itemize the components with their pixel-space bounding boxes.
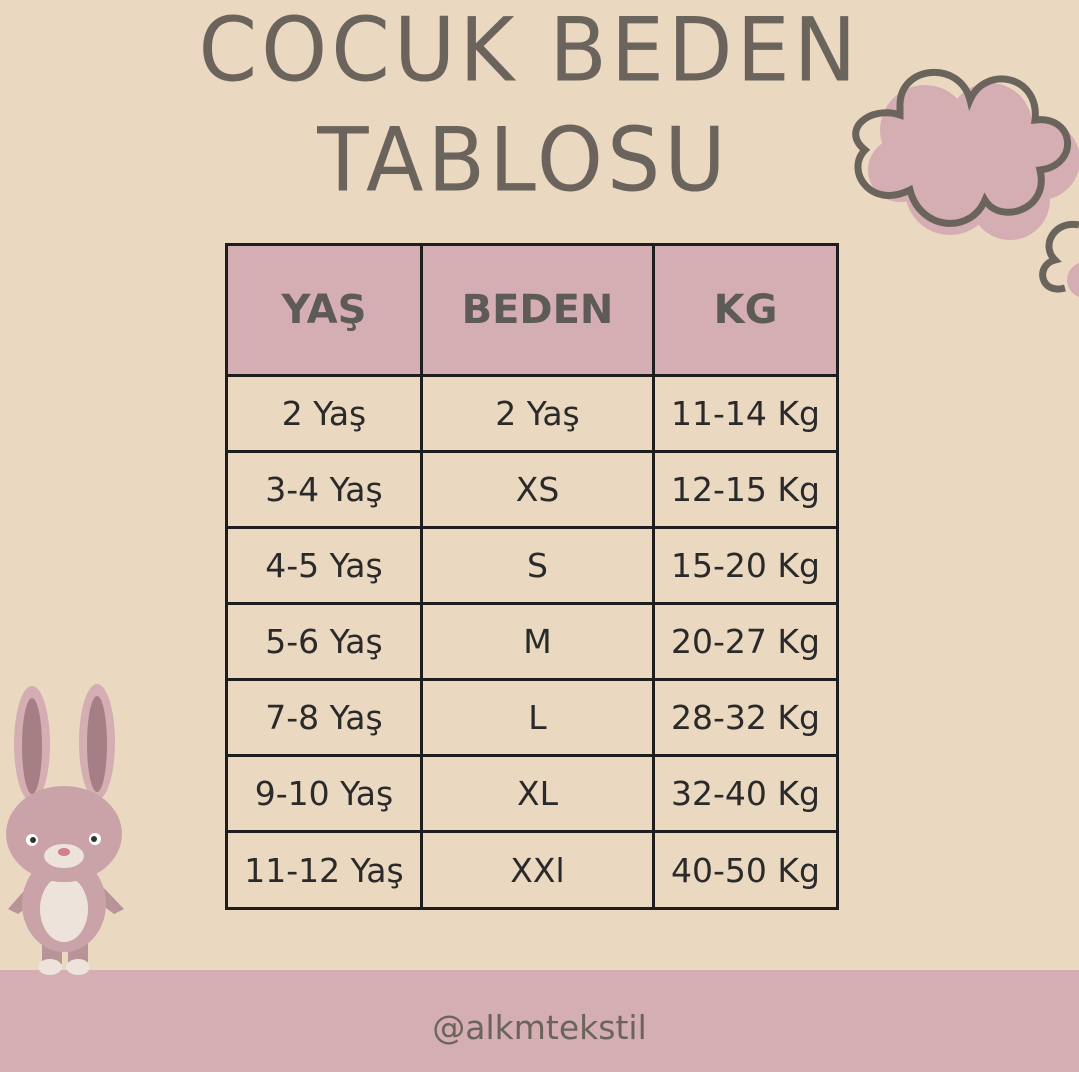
cell-size: XL [420, 754, 655, 833]
title-line-1: COCUK BEDEN [198, 0, 861, 102]
table-row: 4-5 Yaş S 15-20 Kg [225, 526, 839, 605]
cell-age: 9-10 Yaş [225, 754, 423, 833]
cell-size: 2 Yaş [420, 374, 655, 453]
cell-size: S [420, 526, 655, 605]
cell-age: 2 Yaş [225, 374, 423, 453]
cell-age: 7-8 Yaş [225, 678, 423, 757]
table-row: 2 Yaş 2 Yaş 11-14 Kg [225, 374, 839, 453]
cell-age: 4-5 Yaş [225, 526, 423, 605]
cloud-icon [852, 69, 1079, 297]
social-handle: @alkmtekstil [432, 1008, 647, 1047]
table-header-row: YAŞ BEDEN KG [225, 243, 839, 377]
table-row: 11-12 Yaş XXl 40-50 Kg [225, 830, 839, 910]
header-kg: KG [652, 243, 839, 377]
table-row: 7-8 Yaş L 28-32 Kg [225, 678, 839, 757]
cell-kg: 32-40 Kg [652, 754, 839, 833]
size-table: YAŞ BEDEN KG 2 Yaş 2 Yaş 11-14 Kg 3-4 Yaş X… [225, 243, 839, 910]
cell-kg: 20-27 Kg [652, 602, 839, 681]
cell-kg: 11-14 Kg [652, 374, 839, 453]
cell-size: M [420, 602, 655, 681]
footer-band [0, 970, 1079, 1072]
cell-size: XS [420, 450, 655, 529]
bunny-illustration [6, 684, 124, 975]
cell-age: 5-6 Yaş [225, 602, 423, 681]
header-age: YAŞ [225, 243, 423, 377]
cell-kg: 15-20 Kg [652, 526, 839, 605]
header-size: BEDEN [420, 243, 655, 377]
cell-kg: 12-15 Kg [652, 450, 839, 529]
table-row: 5-6 Yaş M 20-27 Kg [225, 602, 839, 681]
cell-age: 3-4 Yaş [225, 450, 423, 529]
cell-size: L [420, 678, 655, 757]
cell-kg: 28-32 Kg [652, 678, 839, 757]
table-row: 9-10 Yaş XL 32-40 Kg [225, 754, 839, 833]
cell-age: 11-12 Yaş [225, 830, 423, 910]
cell-size: XXl [420, 830, 655, 910]
table-row: 3-4 Yaş XS 12-15 Kg [225, 450, 839, 529]
cell-kg: 40-50 Kg [652, 830, 839, 910]
title-line-2: TABLOSU [317, 108, 730, 212]
